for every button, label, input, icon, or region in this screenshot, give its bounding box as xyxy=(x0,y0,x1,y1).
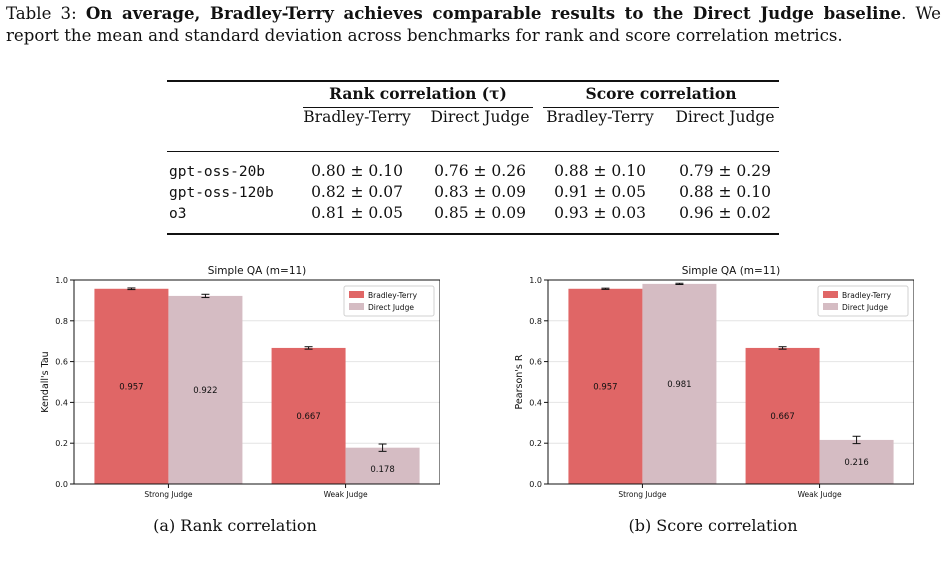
legend-swatch xyxy=(349,303,364,310)
data-label: 0.667 xyxy=(770,412,794,422)
data-label: 0.667 xyxy=(296,412,320,422)
table-cell: 0.82 ± 0.07 xyxy=(311,183,403,201)
bar-bradley-terry xyxy=(568,288,643,484)
data-label: 0.922 xyxy=(193,386,217,396)
table-top-rule xyxy=(167,80,779,82)
table-cell: 0.91 ± 0.05 xyxy=(554,183,646,201)
row-model-0: gpt-oss-20b xyxy=(169,164,266,180)
data-label: 0.216 xyxy=(844,458,868,468)
y-tick-label: 0.0 xyxy=(55,480,68,489)
chart-title: Simple QA (m=11) xyxy=(682,265,781,277)
y-tick-label: 0.2 xyxy=(529,439,542,448)
caption-bold: On average, Bradley-Terry achieves compa… xyxy=(85,3,902,23)
bar-direct-judge xyxy=(345,447,420,484)
x-tick-label: Strong Judge xyxy=(144,490,193,499)
y-tick-label: 0.4 xyxy=(529,398,542,407)
legend: Bradley-Terry Direct Judge xyxy=(817,285,909,317)
data-label: 0.178 xyxy=(370,465,394,475)
chart-title: Simple QA (m=11) xyxy=(208,265,307,277)
sub-header-score-dj: Direct Judge xyxy=(675,108,775,126)
y-tick-label: 1.0 xyxy=(55,276,68,285)
sub-header-rank-dj: Direct Judge xyxy=(430,108,530,126)
table-cell: 0.88 ± 0.10 xyxy=(679,183,771,201)
legend-entry: Direct Judge xyxy=(842,303,888,312)
y-tick-label: 1.0 xyxy=(529,276,542,285)
group-header-rank: Rank correlation (τ) xyxy=(329,84,507,103)
row-model-2: o3 xyxy=(169,206,187,222)
bar-bradley-terry xyxy=(745,347,820,484)
sub-header-rank-bt: Bradley-Terry xyxy=(303,108,411,126)
table-cell: 0.80 ± 0.10 xyxy=(311,162,403,180)
plot-frame xyxy=(73,279,440,485)
y-tick-label: 0.8 xyxy=(55,317,68,326)
legend: Bradley-Terry Direct Judge xyxy=(343,285,435,317)
table-cell: 0.81 ± 0.05 xyxy=(311,204,403,222)
y-tick-label: 0.4 xyxy=(55,398,68,407)
table-cell: 0.93 ± 0.03 xyxy=(554,204,646,222)
table-cell: 0.83 ± 0.09 xyxy=(434,183,526,201)
y-tick-label: 0.6 xyxy=(529,358,542,367)
legend-swatch xyxy=(349,291,364,298)
sub-header-score-bt: Bradley-Terry xyxy=(546,108,654,126)
table-cell: 0.85 ± 0.09 xyxy=(434,204,526,222)
legend-box xyxy=(817,285,909,317)
table-mid-rule xyxy=(167,151,779,152)
bar-bradley-terry xyxy=(271,347,346,484)
y-tick-label: 0.2 xyxy=(55,439,68,448)
table-cell: 0.79 ± 0.29 xyxy=(679,162,771,180)
bar-direct-judge xyxy=(642,283,717,484)
legend-swatch xyxy=(823,303,838,310)
legend-entry: Direct Judge xyxy=(368,303,414,312)
subcaption-rank: (a) Rank correlation xyxy=(153,516,317,535)
y-axis-label: Pearson's R xyxy=(514,354,525,409)
x-tick-label: Weak Judge xyxy=(798,490,842,499)
legend-entry: Bradley-Terry xyxy=(368,291,418,300)
x-tick-label: Strong Judge xyxy=(618,490,667,499)
data-label: 0.957 xyxy=(593,382,617,392)
y-tick-label: 0.6 xyxy=(55,358,68,367)
y-tick-label: 0.0 xyxy=(529,480,542,489)
caption-label: Table 3: xyxy=(6,4,86,23)
data-label: 0.981 xyxy=(667,380,691,390)
bar-direct-judge xyxy=(819,439,894,484)
data-label: 0.957 xyxy=(119,382,143,392)
y-axis-label: Kendall's Tau xyxy=(40,351,51,412)
group-rule-score xyxy=(543,107,779,108)
table-cell: 0.76 ± 0.26 xyxy=(434,162,526,180)
group-rule-rank xyxy=(303,107,533,108)
legend-entry: Bradley-Terry xyxy=(842,291,892,300)
y-tick-label: 0.8 xyxy=(529,317,542,326)
table-cell: 0.96 ± 0.02 xyxy=(679,204,771,222)
subcaption-score: (b) Score correlation xyxy=(628,516,798,535)
caption-rest: . We report the mean and standard deviat… xyxy=(6,4,942,45)
bar-direct-judge xyxy=(168,295,243,484)
rank-correlation-chart: Simple QA (m=11) 0.0 0.2 0.4 0.6 0.8 1.0 Kendal… xyxy=(40,265,440,499)
bar-bradley-terry xyxy=(94,288,169,484)
table-caption: Table 3: On average, Bradley-Terry achie… xyxy=(6,2,941,47)
score-correlation-chart: Simple QA (m=11) 0.0 0.2 0.4 0.6 0.8 1.0 Pearso… xyxy=(514,265,914,499)
x-tick-label: Weak Judge xyxy=(324,490,368,499)
legend-swatch xyxy=(823,291,838,298)
legend-box xyxy=(343,285,435,317)
table-bottom-rule xyxy=(167,233,779,235)
group-header-score: Score correlation xyxy=(585,84,737,103)
row-model-1: gpt-oss-120b xyxy=(169,185,274,201)
plot-frame xyxy=(547,279,914,485)
table-cell: 0.88 ± 0.10 xyxy=(554,162,646,180)
